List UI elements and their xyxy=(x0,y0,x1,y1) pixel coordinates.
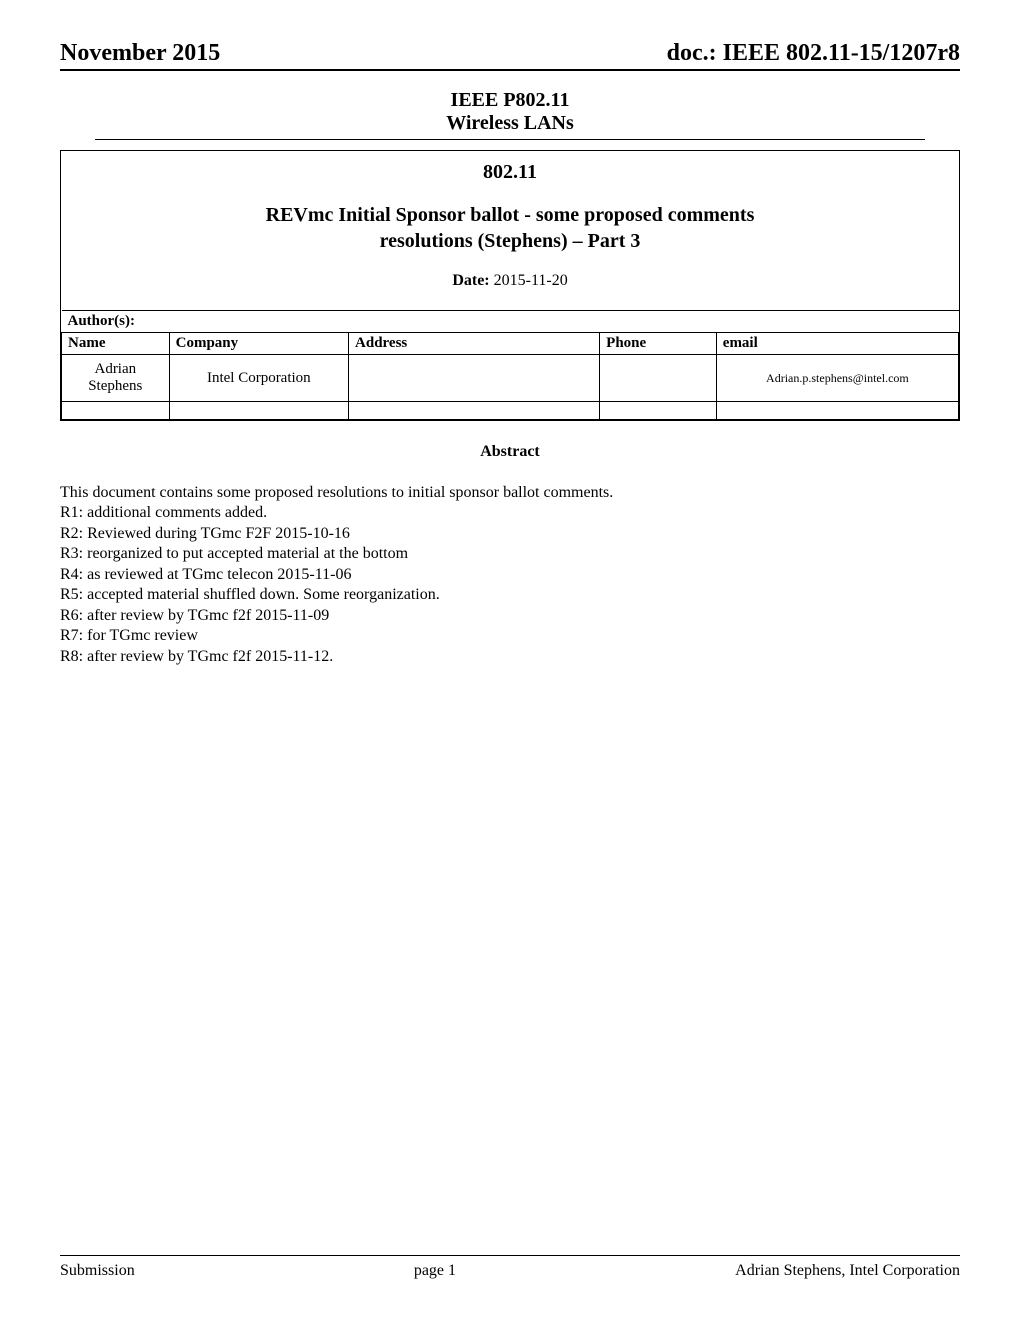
title-line-2: Wireless LANs xyxy=(60,112,960,135)
main-title-block: IEEE P802.11 Wireless LANs xyxy=(60,89,960,135)
authors-table: Author(s): Name Company Address Phone em… xyxy=(61,310,959,420)
title-underline xyxy=(95,139,925,140)
col-phone: Phone xyxy=(600,333,717,355)
date-label: Date: xyxy=(452,272,489,289)
author-name: Adrian Stephens xyxy=(62,355,170,402)
rev-r1: R1: additional comments added. xyxy=(60,503,960,523)
footer-left: Submission xyxy=(60,1262,135,1280)
doc-title: REVmc Initial Sponsor ballot - some prop… xyxy=(81,202,939,254)
title-line-1: IEEE P802.11 xyxy=(60,89,960,112)
abstract-label: Abstract xyxy=(60,443,960,461)
author-company: Intel Corporation xyxy=(169,355,348,402)
doc-title-line2: resolutions (Stephens) – Part 3 xyxy=(380,230,641,252)
page-footer: Submission page 1 Adrian Stephens, Intel… xyxy=(60,1255,960,1280)
page-header: November 2015 doc.: IEEE 802.11-15/1207r… xyxy=(60,40,960,71)
rev-r7: R7: for TGmc review xyxy=(60,626,960,646)
doc-date: Date: 2015-11-20 xyxy=(81,272,939,290)
abstract-body: This document contains some proposed res… xyxy=(60,483,960,667)
rev-r3: R3: reorganized to put accepted material… xyxy=(60,544,960,564)
doc-number: 802.11 xyxy=(81,161,939,184)
rev-r6: R6: after review by TGmc f2f 2015-11-09 xyxy=(60,606,960,626)
author-phone xyxy=(600,355,717,402)
rev-r2: R2: Reviewed during TGmc F2F 2015-10-16 xyxy=(60,524,960,544)
col-name: Name xyxy=(62,333,170,355)
author-blank-row xyxy=(62,402,959,420)
date-value: 2015-11-20 xyxy=(490,272,568,289)
author-row: Adrian Stephens Intel Corporation Adrian… xyxy=(62,355,959,402)
footer-center: page 1 xyxy=(414,1262,456,1280)
document-info-box: 802.11 REVmc Initial Sponsor ballot - so… xyxy=(60,150,960,421)
header-doc-id: doc.: IEEE 802.11-15/1207r8 xyxy=(667,40,960,67)
rev-r4: R4: as reviewed at TGmc telecon 2015-11-… xyxy=(60,565,960,585)
header-date: November 2015 xyxy=(60,40,220,67)
doc-title-line1: REVmc Initial Sponsor ballot - some prop… xyxy=(266,204,755,226)
author-email: Adrian.p.stephens@intel.com xyxy=(716,355,958,402)
authors-label: Author(s): xyxy=(62,311,959,333)
author-address xyxy=(349,355,600,402)
authors-header-row: Name Company Address Phone email xyxy=(62,333,959,355)
col-email: email xyxy=(716,333,958,355)
footer-right: Adrian Stephens, Intel Corporation xyxy=(735,1262,960,1280)
col-address: Address xyxy=(349,333,600,355)
col-company: Company xyxy=(169,333,348,355)
rev-r8: R8: after review by TGmc f2f 2015-11-12. xyxy=(60,647,960,667)
rev-r5: R5: accepted material shuffled down. Som… xyxy=(60,585,960,605)
abstract-intro: This document contains some proposed res… xyxy=(60,483,960,503)
